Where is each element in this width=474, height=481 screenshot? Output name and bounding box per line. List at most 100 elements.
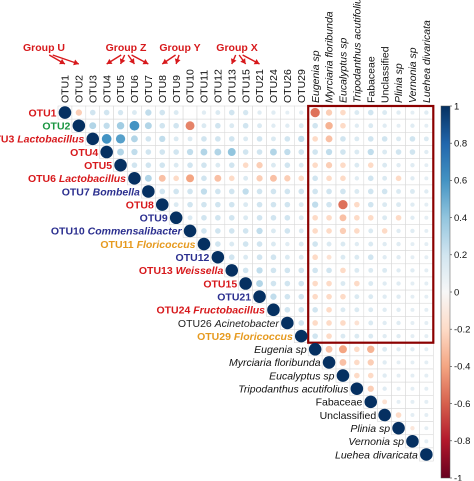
correlation-circle [396, 373, 401, 378]
correlation-circle [326, 333, 332, 339]
correlation-circle [242, 122, 249, 129]
correlation-circle [298, 320, 305, 326]
correlation-circle [340, 333, 346, 339]
column-label: OTU10 [185, 69, 197, 103]
column-label: OTU29 [296, 69, 308, 103]
correlation-circle [298, 202, 304, 208]
diagonal-circle [169, 211, 183, 225]
correlation-circle [326, 175, 332, 182]
correlation-circle [368, 123, 374, 129]
column-label: OTU26 [282, 69, 294, 103]
correlation-circle [187, 162, 193, 168]
correlation-circle [367, 109, 374, 116]
correlation-circle [298, 293, 305, 300]
correlation-circle [354, 110, 360, 116]
correlation-circle [312, 149, 318, 155]
correlation-circle [396, 399, 401, 404]
group-label: Group Y [159, 42, 200, 54]
correlation-circle [173, 136, 179, 142]
correlation-circle [382, 123, 387, 128]
correlation-circle [201, 175, 207, 182]
column-label: OTU9 [171, 75, 183, 103]
correlation-circle [271, 123, 276, 128]
correlation-circle [325, 148, 333, 156]
correlation-circle [410, 307, 415, 312]
correlation-circle [298, 280, 305, 287]
correlation-circle [227, 148, 236, 156]
group-label: Group X [216, 42, 257, 54]
correlation-circle [256, 188, 263, 195]
correlation-circle [159, 109, 166, 116]
correlation-circle [256, 201, 263, 208]
correlation-circle [159, 135, 166, 143]
correlation-circle [186, 148, 194, 156]
correlation-circle [423, 136, 429, 142]
correlation-circle [410, 360, 415, 365]
correlation-circle [368, 333, 374, 339]
correlation-circle [367, 201, 374, 208]
correlation-circle [89, 109, 96, 116]
correlation-circle [396, 347, 401, 352]
correlation-circle [145, 149, 152, 155]
correlation-circle [354, 214, 360, 221]
correlation-circle [285, 110, 290, 115]
correlation-circle [312, 333, 318, 339]
correlation-circle [410, 242, 415, 247]
correlation-circle [424, 386, 429, 391]
correlation-circle [354, 280, 360, 287]
correlation-circle [243, 175, 249, 181]
correlation-circle [354, 267, 360, 273]
correlation-circle [312, 320, 318, 326]
column-label: OTU21 [254, 69, 266, 103]
row-label: OTU21 [217, 291, 251, 303]
diagonal-circle [267, 303, 280, 317]
row-label: OTU6 Lactobacillus [28, 173, 126, 185]
group-label: Group U [23, 42, 65, 54]
colorbar-tick-label: -0.4 [454, 362, 470, 373]
correlation-circle [367, 188, 374, 195]
correlation-circle [173, 175, 179, 182]
correlation-circle [354, 201, 360, 208]
correlation-circle [340, 241, 346, 247]
correlation-circle [116, 122, 125, 130]
grid-cell [182, 105, 198, 120]
correlation-circle [243, 215, 249, 221]
correlation-circle [115, 134, 126, 144]
correlation-circle [424, 347, 429, 352]
correlation-circle [284, 162, 291, 168]
correlation-circle [270, 254, 277, 261]
column-label: OTU4 [101, 75, 113, 103]
diagonal-circle [294, 329, 308, 343]
correlation-circle [256, 267, 263, 274]
correlation-circle [424, 123, 429, 128]
row-label: OTU1 [28, 107, 56, 119]
correlation-circle [145, 109, 152, 116]
correlation-circle [228, 109, 235, 116]
correlation-circle [424, 176, 429, 181]
correlation-circle [381, 228, 388, 234]
correlation-circle [410, 189, 415, 194]
correlation-circle [410, 123, 415, 128]
correlation-circle [338, 199, 348, 210]
correlation-circle [410, 399, 415, 404]
correlation-circle [367, 254, 374, 261]
correlation-circle [229, 123, 235, 129]
correlation-circle [101, 134, 112, 144]
correlation-circle [326, 267, 332, 274]
correlation-circle [310, 107, 320, 118]
correlation-circle [256, 136, 263, 142]
correlation-circle [185, 121, 195, 131]
correlation-circle [340, 320, 346, 326]
correlation-circle [158, 174, 166, 182]
column-label: OTU8 [157, 75, 169, 103]
correlation-circle [284, 175, 291, 182]
group-label: Group Z [106, 42, 147, 54]
correlation-circle [424, 320, 429, 325]
correlation-circle [340, 307, 346, 313]
correlation-circle [187, 215, 193, 221]
correlation-circle [215, 136, 221, 142]
highlight-box [307, 104, 435, 344]
correlation-circle [228, 201, 235, 208]
correlation-circle [410, 334, 415, 339]
correlation-circle [242, 149, 249, 155]
